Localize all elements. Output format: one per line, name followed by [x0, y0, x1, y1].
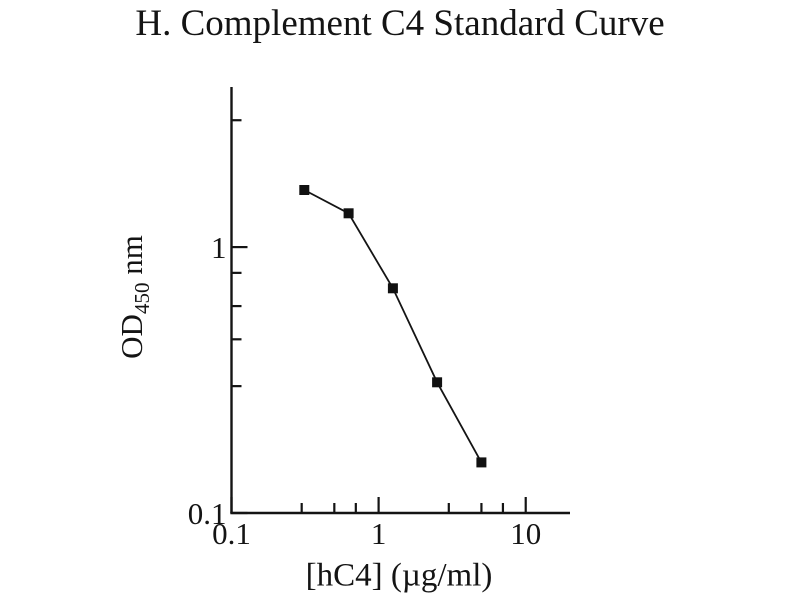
- y-tick-label: 0.1: [188, 496, 227, 531]
- data-point-marker: [299, 185, 310, 195]
- y-axis-label-subscript: 450: [130, 282, 155, 315]
- chart-title: H. Complement C4 Standard Curve: [135, 3, 665, 44]
- data-point-marker: [343, 208, 354, 219]
- y-axis-label-base: OD: [114, 314, 149, 359]
- y-tick-label: 1: [211, 230, 227, 265]
- x-tick-label: 10: [510, 516, 541, 551]
- x-axis-label: [hC4] (µg/ml): [305, 557, 493, 594]
- standard-curve-line: [303, 189, 483, 463]
- x-tick-label: 0.1: [212, 516, 251, 551]
- x-tick-label: 1: [371, 516, 387, 551]
- y-axis-label-unit: nm: [114, 235, 149, 283]
- data-point-marker: [387, 283, 398, 294]
- data-point-marker: [432, 377, 443, 388]
- y-axis-label: OD450 nm: [114, 235, 154, 359]
- data-point-marker: [476, 457, 487, 468]
